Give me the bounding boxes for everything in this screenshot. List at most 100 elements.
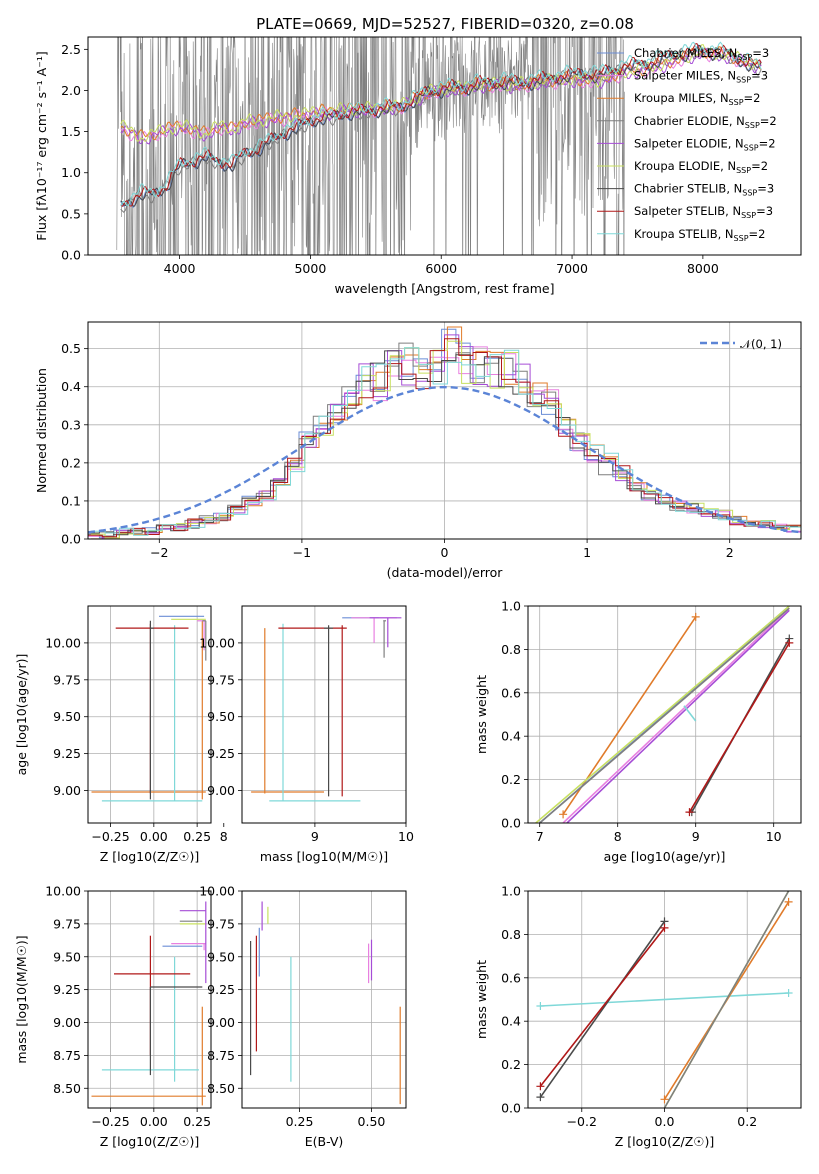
y-axis-label: Normed distribution bbox=[34, 368, 49, 493]
x-tick-label: 2 bbox=[726, 545, 734, 560]
panel-mass-weight-vs-age: 7 8 9 10 0.0 0.2 0.4 0.6 0.8 1.0 age [log10(age/yr… bbox=[474, 599, 802, 864]
gridlines bbox=[528, 891, 801, 1108]
x-tick-label: 0.0 bbox=[655, 1114, 675, 1129]
y-axis-label: mass [log10(M/M☉)] bbox=[14, 935, 29, 1063]
x-tick-label: 8 bbox=[614, 829, 622, 844]
panel-mass-vs-e-b-v-: 0.25 0.50 8.50 8.75 9.00 9.25 9.50 9.75 10.00 E(B… bbox=[199, 884, 407, 1149]
y-tick-label: 9.75 bbox=[207, 672, 235, 687]
y-tick-label: 0.6 bbox=[501, 685, 521, 700]
y-axis-label: mass weight bbox=[474, 960, 489, 1039]
axes-frame bbox=[241, 605, 407, 824]
gridlines bbox=[242, 606, 406, 823]
weight-line-chabrier-stelib bbox=[539, 920, 666, 1098]
y-tick-label: 9.00 bbox=[207, 1015, 235, 1030]
y-tick-label: 0.0 bbox=[61, 248, 81, 263]
axes-frame bbox=[87, 605, 212, 824]
panel-mass-vs-z: −0.25 0.00 0.25 8.50 8.75 9.00 9.25 9.50 9.75 10.… bbox=[14, 884, 212, 1149]
axes-frame bbox=[87, 321, 802, 540]
axes-frame bbox=[87, 890, 212, 1109]
y-tick-label: 9.25 bbox=[207, 746, 235, 761]
y-tick-label: 8.75 bbox=[53, 1048, 81, 1063]
legend-entry: Kroupa STELIB, NSSP=2 bbox=[634, 227, 765, 243]
y-tick-label: 9.75 bbox=[53, 672, 81, 687]
y-tick-label: 8.75 bbox=[207, 1048, 235, 1063]
y-tick-label: 0.5 bbox=[61, 206, 81, 221]
weight-line-salpeter-miles bbox=[562, 607, 790, 823]
weight-line-kroupa-elodie bbox=[535, 606, 790, 823]
x-tick-label: 5000 bbox=[294, 261, 326, 276]
y-tick-label: 0.5 bbox=[61, 341, 81, 356]
y-tick-label: 8.50 bbox=[53, 1081, 81, 1096]
x-tick-label: 9 bbox=[311, 829, 319, 844]
plot-area bbox=[88, 606, 211, 823]
y-tick-label: 0.4 bbox=[501, 1014, 521, 1029]
y-tick-label: 0.2 bbox=[501, 772, 521, 787]
marker-plus bbox=[660, 1095, 669, 1104]
panel-age-vs-mass: 8 9 10 9.00 9.25 9.50 9.75 10.00 mass [log10(M/M… bbox=[199, 605, 414, 864]
marker-plus bbox=[691, 612, 700, 621]
weight-line-kroupa-stelib bbox=[540, 992, 789, 1007]
y-tick-label: 2.0 bbox=[61, 83, 81, 98]
x-axis-label: wavelength [Angstrom, rest frame] bbox=[334, 281, 554, 296]
y-tick-label: 10.00 bbox=[199, 635, 235, 650]
marker-plus bbox=[660, 923, 669, 932]
y-tick-label: 9.00 bbox=[53, 1015, 81, 1030]
y-tick-label: 0.0 bbox=[61, 532, 81, 547]
y-tick-label: 9.50 bbox=[53, 949, 81, 964]
weight-line-salpeter-elodie bbox=[566, 609, 790, 823]
y-tick-label: 0.1 bbox=[61, 493, 81, 508]
legend-entry: Salpeter ELODIE, NSSP=2 bbox=[634, 136, 776, 152]
x-tick-label: −1 bbox=[293, 545, 311, 560]
marker-plus bbox=[559, 810, 568, 819]
y-tick-label: 9.75 bbox=[207, 916, 235, 931]
y-tick-label: 0.4 bbox=[501, 729, 521, 744]
hist-chabrier-stelib bbox=[88, 350, 799, 536]
y-tick-label: 10.00 bbox=[45, 884, 81, 899]
gridlines bbox=[242, 891, 406, 1108]
plot-area bbox=[528, 606, 801, 823]
gridlines bbox=[88, 606, 211, 823]
y-tick-label: 9.50 bbox=[53, 709, 81, 724]
y-tick-label: 1.0 bbox=[501, 884, 521, 899]
x-tick-label: 8 bbox=[220, 829, 228, 844]
x-tick-label: 9 bbox=[692, 829, 700, 844]
axes-frame bbox=[527, 890, 802, 1109]
y-tick-label: 9.50 bbox=[207, 709, 235, 724]
x-tick-label: 0.50 bbox=[358, 1114, 386, 1129]
marker-plus bbox=[536, 1002, 545, 1011]
y-tick-label: 9.75 bbox=[53, 916, 81, 931]
weight-line-chabrier-elodie bbox=[539, 607, 790, 823]
y-tick-label: 0.8 bbox=[501, 927, 521, 942]
y-tick-label: 1.0 bbox=[501, 599, 521, 614]
y-tick-label: 9.00 bbox=[207, 783, 235, 798]
hist-kroupa-elodie bbox=[90, 340, 801, 539]
legend-entry: Chabrier STELIB, NSSP=3 bbox=[634, 182, 774, 198]
legend-entry: Kroupa MILES, NSSP=2 bbox=[634, 91, 760, 107]
weight-line-salpeter-stelib bbox=[539, 927, 666, 1087]
x-tick-label: 1 bbox=[583, 545, 591, 560]
x-tick-label: −0.25 bbox=[91, 829, 129, 844]
model-salpeter-stelib bbox=[120, 43, 762, 208]
x-tick-label: 0.25 bbox=[183, 829, 211, 844]
legend-entry: Kroupa ELODIE, NSSP=2 bbox=[634, 159, 768, 175]
y-tick-label: 9.25 bbox=[207, 982, 235, 997]
plot-area bbox=[116, 37, 762, 255]
x-tick-label: 0.25 bbox=[183, 1114, 211, 1129]
y-tick-label: 0.0 bbox=[501, 816, 521, 831]
figure-title: PLATE=0669, MJD=52527, FIBERID=0320, z=0… bbox=[256, 15, 634, 33]
marker-plus bbox=[784, 897, 793, 906]
gauss-curve bbox=[88, 385, 801, 534]
plot-area bbox=[88, 322, 801, 539]
data-spectrum bbox=[116, 37, 625, 255]
weight-line-salpeter-stelib bbox=[688, 642, 790, 813]
y-tick-label: 0.0 bbox=[501, 1101, 521, 1116]
x-tick-label: 7 bbox=[536, 829, 544, 844]
marker-plus bbox=[536, 1093, 545, 1102]
x-axis-label: mass [log10(M/M☉)] bbox=[260, 849, 388, 864]
y-axis-label: Flux [fλ10⁻¹⁷ erg cm⁻² s⁻¹ A⁻¹] bbox=[34, 51, 49, 240]
weight-line-kroupa-stelib bbox=[683, 705, 697, 722]
x-tick-label: −0.25 bbox=[91, 1114, 129, 1129]
x-tick-label: −0.2 bbox=[567, 1114, 597, 1129]
x-tick-label: 10 bbox=[398, 829, 414, 844]
